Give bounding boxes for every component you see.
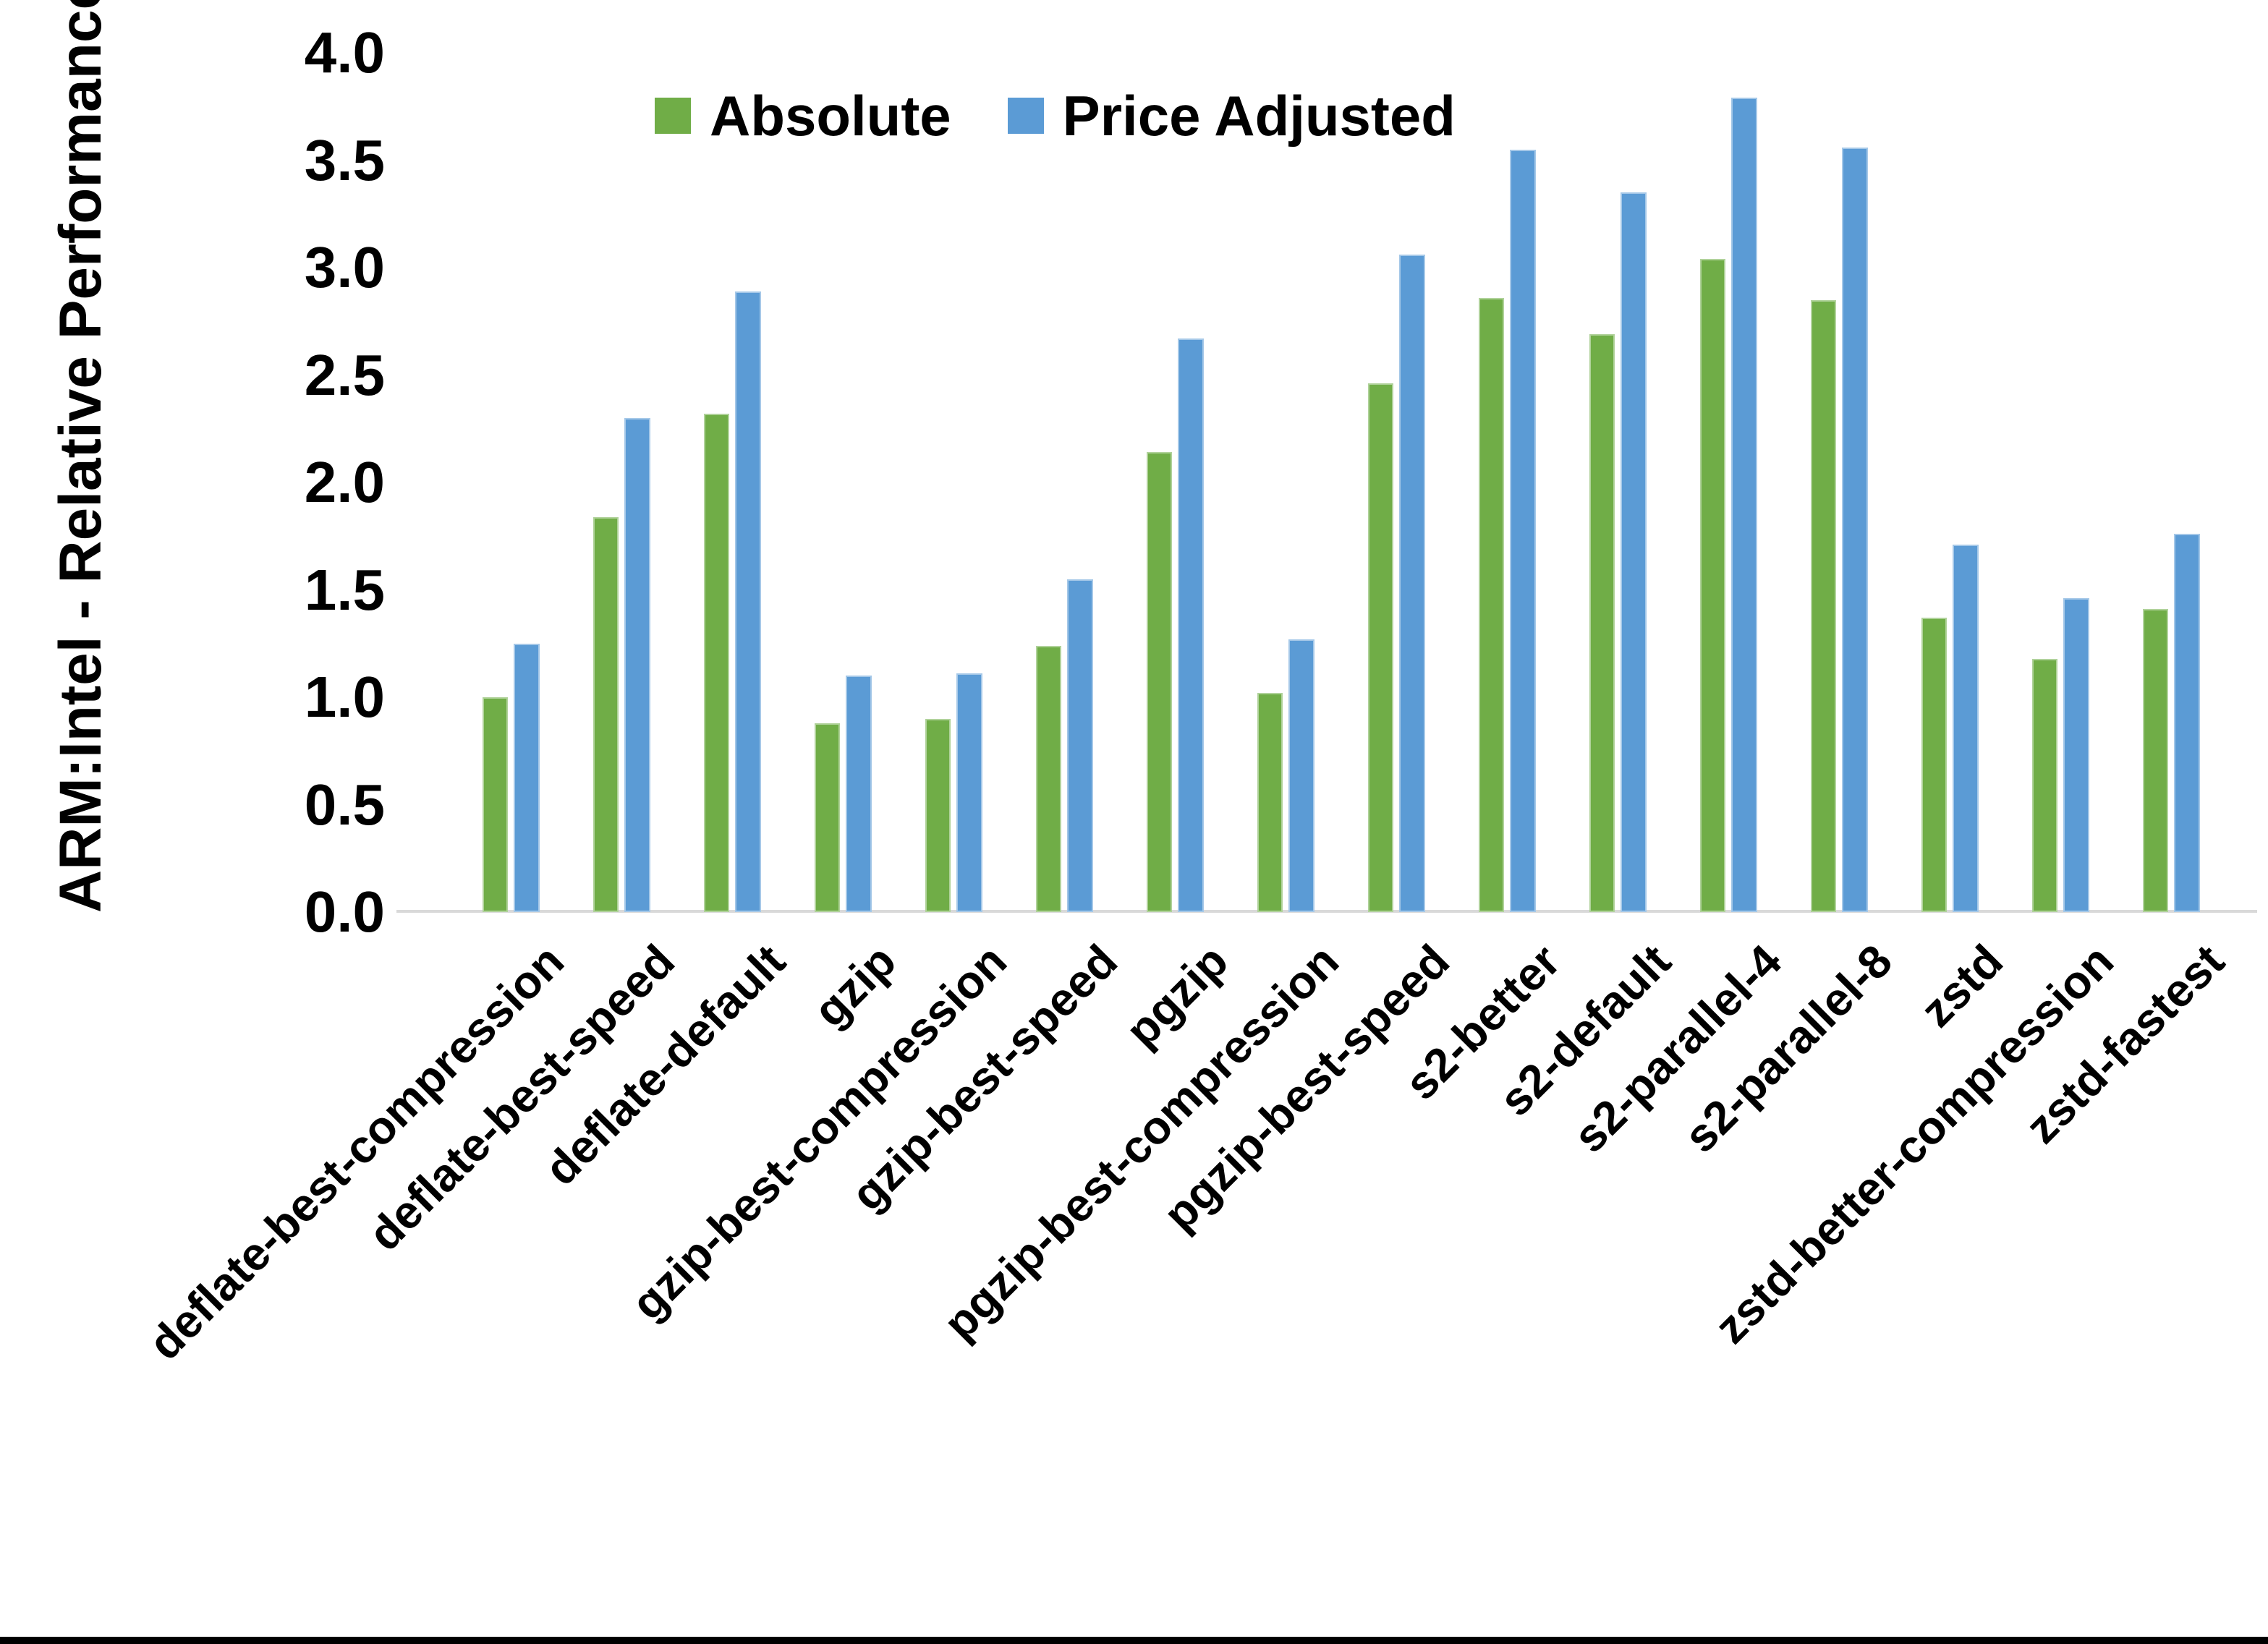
x-category-label-deflate-best-compression: deflate-best-compression bbox=[138, 934, 574, 1370]
bar-price-adjusted-gzip-best-compression bbox=[956, 673, 982, 912]
y-tick-label-3.5: 3.5 bbox=[304, 127, 385, 192]
bar-absolute-s2-parallel-8 bbox=[1811, 300, 1836, 912]
legend: Absolute Price Adjusted bbox=[655, 74, 1456, 158]
bar-absolute-deflate-best-speed bbox=[593, 517, 619, 912]
bar-price-adjusted-pgzip-best-speed bbox=[1399, 255, 1425, 912]
legend-swatch-icon bbox=[1007, 98, 1044, 134]
y-tick-label-0.0: 0.0 bbox=[304, 880, 385, 944]
y-tick-label-2.0: 2.0 bbox=[304, 450, 385, 514]
bar-price-adjusted-pgzip-best-compression bbox=[1288, 639, 1314, 912]
bar-price-adjusted-pgzip bbox=[1178, 338, 1204, 912]
bar-absolute-s2-parallel-4 bbox=[1700, 259, 1725, 912]
bar-absolute-gzip bbox=[815, 723, 840, 912]
legend-label: Absolute bbox=[710, 83, 951, 148]
bar-absolute-deflate-best-compression bbox=[483, 697, 508, 912]
bar-absolute-zstd-fastest bbox=[2143, 609, 2168, 912]
bar-absolute-gzip-best-speed bbox=[1036, 646, 1061, 912]
bar-absolute-s2-better bbox=[1479, 298, 1504, 912]
bar-absolute-pgzip-best-compression bbox=[1257, 693, 1283, 912]
bottom-border-bar bbox=[0, 1637, 2268, 1644]
bar-price-adjusted-s2-parallel-4 bbox=[1731, 98, 1757, 912]
bar-absolute-deflate-default bbox=[704, 414, 729, 912]
bar-price-adjusted-deflate-default bbox=[735, 291, 761, 912]
bar-absolute-s2-default bbox=[1589, 334, 1615, 912]
bar-price-adjusted-deflate-best-speed bbox=[624, 418, 650, 912]
y-tick-label-3.0: 3.0 bbox=[304, 235, 385, 299]
bar-price-adjusted-zstd-better-compression bbox=[2063, 598, 2089, 912]
bar-absolute-zstd bbox=[1921, 618, 1947, 912]
bar-price-adjusted-zstd bbox=[1953, 545, 1979, 912]
y-tick-label-4.0: 4.0 bbox=[304, 20, 385, 85]
bar-price-adjusted-zstd-fastest bbox=[2174, 534, 2200, 912]
bar-absolute-zstd-better-compression bbox=[2032, 659, 2057, 912]
bar-price-adjusted-gzip bbox=[846, 676, 872, 912]
bar-absolute-pgzip-best-speed bbox=[1368, 383, 1393, 912]
bar-price-adjusted-s2-parallel-8 bbox=[1842, 148, 1868, 912]
y-tick-label-1.5: 1.5 bbox=[304, 557, 385, 622]
bar-price-adjusted-gzip-best-speed bbox=[1067, 579, 1093, 912]
y-tick-label-0.5: 0.5 bbox=[304, 772, 385, 837]
x-category-label-gzip: gzip bbox=[803, 934, 906, 1037]
x-axis-line bbox=[396, 910, 2257, 913]
bar-absolute-pgzip bbox=[1147, 452, 1172, 912]
bar-absolute-gzip-best-compression bbox=[925, 719, 951, 912]
bar-price-adjusted-s2-default bbox=[1621, 192, 1647, 912]
bar-price-adjusted-s2-better bbox=[1510, 150, 1536, 912]
legend-item-price-adjusted: Price Adjusted bbox=[1007, 83, 1456, 149]
legend-swatch-icon bbox=[655, 98, 691, 134]
y-tick-label-2.5: 2.5 bbox=[304, 342, 385, 407]
x-category-label-zstd: zstd bbox=[1910, 934, 2013, 1037]
legend-item-absolute: Absolute bbox=[655, 83, 951, 149]
y-tick-label-1.0: 1.0 bbox=[304, 665, 385, 729]
bar-price-adjusted-deflate-best-compression bbox=[514, 644, 540, 912]
legend-label: Price Adjusted bbox=[1062, 83, 1456, 148]
